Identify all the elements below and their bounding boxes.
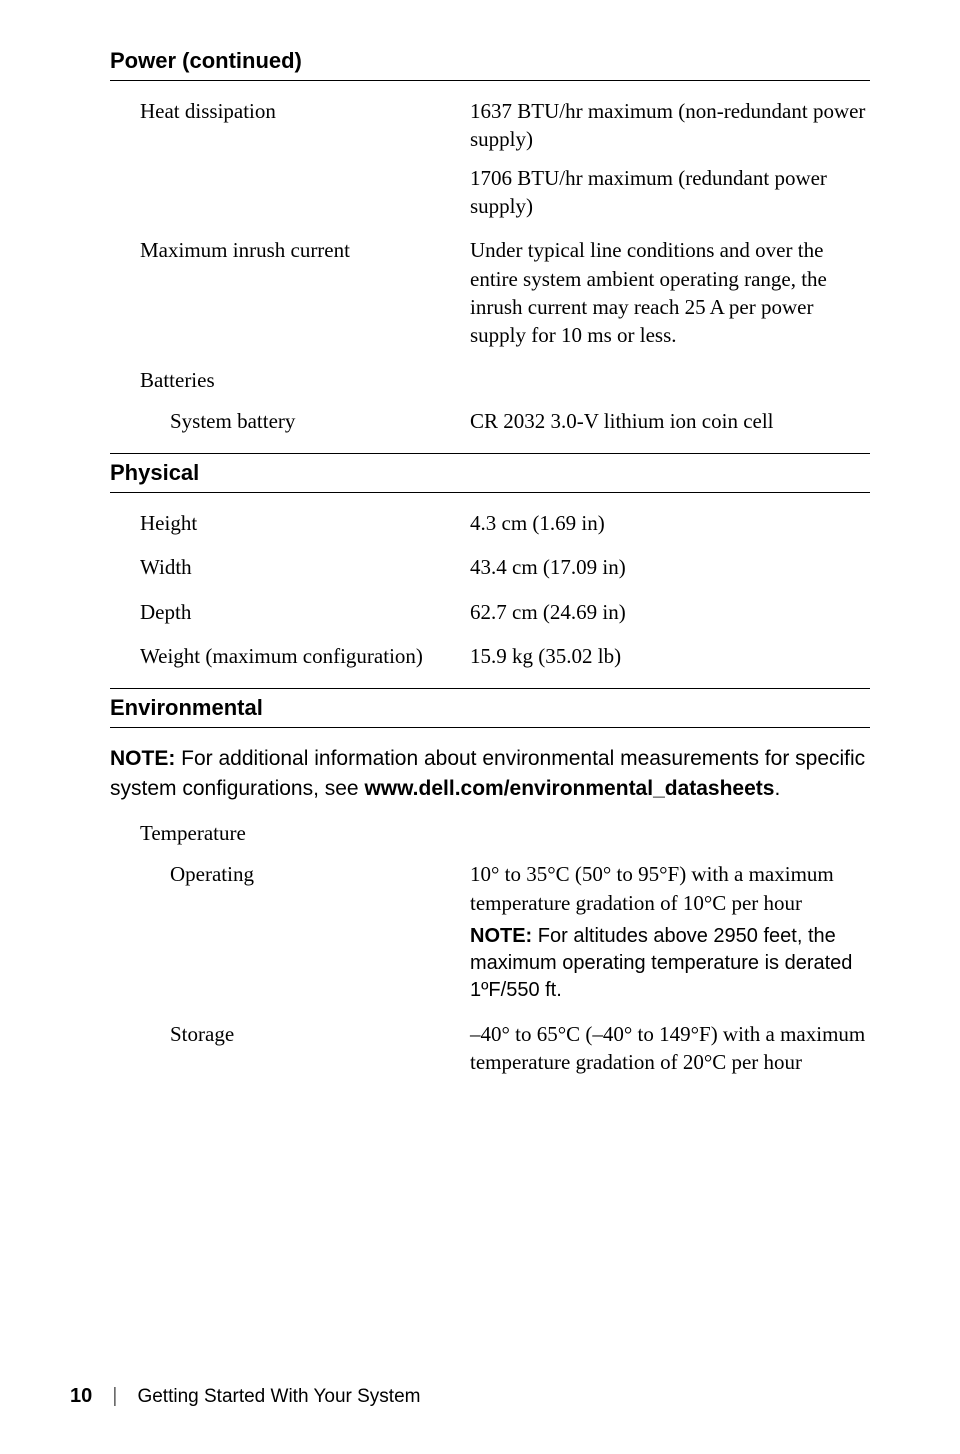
note-period: . [774,777,780,800]
value-system-battery: CR 2032 3.0-V lithium ion coin cell [470,407,870,435]
value-height: 4.3 cm (1.69 in) [470,509,870,537]
label-width: Width [110,553,470,581]
section-title-environmental: Environmental [110,695,870,728]
value-depth: 62.7 cm (24.69 in) [470,598,870,626]
page-number: 10 [70,1385,92,1408]
label-operating: Operating [110,860,470,888]
section-title-power: Power (continued) [110,48,870,81]
label-heat-dissipation: Heat dissipation [110,97,470,125]
note-label: NOTE: [110,747,175,770]
note-url: www.dell.com/environmental_datasheets [364,777,774,800]
operating-note: NOTE: For altitudes above 2950 feet, the… [470,917,870,1004]
label-temperature: Temperature [110,817,870,854]
row-operating: Operating 10° to 35°C (50° to 95°F) with… [110,854,870,1014]
label-depth: Depth [110,598,470,626]
value-weight: 15.9 kg (35.02 lb) [470,642,870,670]
row-storage: Storage –40° to 65°C (–40° to 149°F) wit… [110,1014,870,1087]
value-width: 43.4 cm (17.09 in) [470,553,870,581]
environmental-note: NOTE: For additional information about e… [110,738,870,817]
row-heat-dissipation: Heat dissipation 1637 BTU/hr maximum (no… [110,91,870,230]
value-operating: 10° to 35°C (50° to 95°F) with a maximum… [470,860,870,1004]
operating-note-label: NOTE: [470,925,532,947]
value-heat-dissipation: 1637 BTU/hr maximum (non-redundant power… [470,97,870,220]
row-height: Height 4.3 cm (1.69 in) [110,503,870,547]
row-system-battery: System battery CR 2032 3.0-V lithium ion… [110,401,870,453]
label-height: Height [110,509,470,537]
row-weight: Weight (maximum configuration) 15.9 kg (… [110,636,870,688]
row-inrush: Maximum inrush current Under typical lin… [110,230,870,359]
footer-divider: | [112,1385,117,1408]
row-width: Width 43.4 cm (17.09 in) [110,547,870,591]
heat-val-1: 1637 BTU/hr maximum (non-redundant power… [470,97,870,154]
footer-section: Getting Started With Your System [137,1386,420,1408]
label-inrush: Maximum inrush current [110,236,470,264]
label-system-battery: System battery [110,407,470,435]
operating-val: 10° to 35°C (50° to 95°F) with a maximum… [470,860,870,917]
label-batteries: Batteries [110,360,870,401]
label-weight: Weight (maximum configuration) [110,642,470,670]
value-inrush: Under typical line conditions and over t… [470,236,870,349]
heat-val-2: 1706 BTU/hr maximum (redundant power sup… [470,164,870,221]
page-footer: 10 | Getting Started With Your System [0,1385,960,1408]
label-storage: Storage [110,1020,470,1048]
row-depth: Depth 62.7 cm (24.69 in) [110,592,870,636]
value-storage: –40° to 65°C (–40° to 149°F) with a maxi… [470,1020,870,1077]
section-title-physical: Physical [110,460,870,493]
